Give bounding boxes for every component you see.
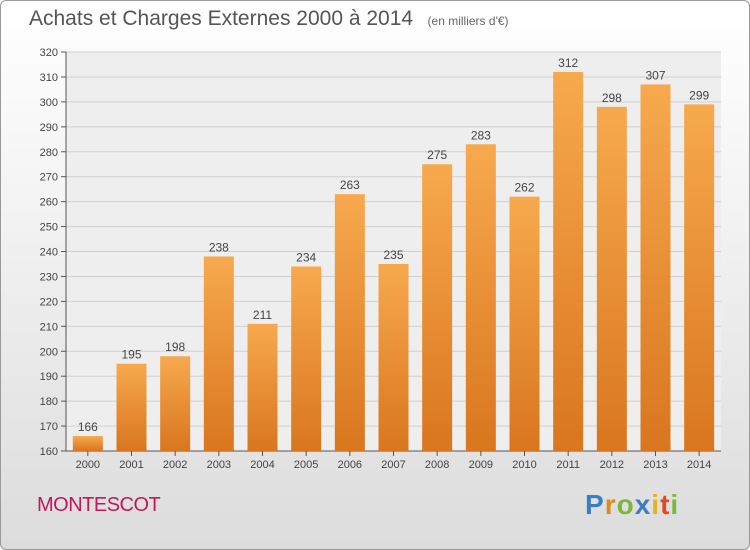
x-tick-label: 2007 xyxy=(381,459,405,471)
bar xyxy=(72,436,103,451)
bar xyxy=(334,194,365,452)
bar-value-label: 312 xyxy=(558,56,578,70)
logo-letter: x xyxy=(634,489,652,520)
title-unit: (en milliers d'€) xyxy=(427,14,509,28)
logo-letter: r xyxy=(604,489,617,520)
y-tick-label: 300 xyxy=(40,97,58,109)
bar-value-label: 195 xyxy=(121,348,141,362)
y-tick-label: 170 xyxy=(40,421,58,433)
bar xyxy=(553,71,584,451)
x-tick-label: 2000 xyxy=(76,459,100,471)
bar xyxy=(509,196,540,451)
x-tick-label: 2004 xyxy=(250,459,274,471)
logo-letter: t xyxy=(660,489,671,520)
city-name: MONTESCOT xyxy=(37,494,161,516)
x-tick-label: 2014 xyxy=(687,459,711,471)
y-tick-label: 220 xyxy=(40,296,58,308)
logo-letter: i xyxy=(670,489,680,520)
x-tick-label: 2010 xyxy=(512,459,536,471)
bar-value-label: 234 xyxy=(296,250,316,264)
bar-value-label: 283 xyxy=(471,128,491,142)
logo-letter: i xyxy=(651,489,661,520)
bar-value-label: 307 xyxy=(645,68,665,82)
y-tick-label: 260 xyxy=(40,197,58,209)
y-tick-label: 230 xyxy=(40,271,58,283)
title-main: Achats et Charges Externes 2000 à 2014 xyxy=(29,7,414,30)
x-tick-label: 2009 xyxy=(469,459,493,471)
bar xyxy=(684,104,715,452)
bar xyxy=(160,356,191,451)
bar-value-label: 299 xyxy=(689,88,709,102)
y-tick-label: 200 xyxy=(40,346,58,358)
y-tick-label: 250 xyxy=(40,222,58,234)
x-tick-label: 2003 xyxy=(207,459,231,471)
y-tick-label: 190 xyxy=(40,371,58,383)
bar xyxy=(291,266,322,451)
bar-value-label: 211 xyxy=(253,308,272,322)
x-tick-label: 2001 xyxy=(119,459,143,471)
logo-letter: P xyxy=(585,489,605,520)
y-tick-label: 280 xyxy=(40,147,58,159)
proxiti-logo: Proxiti xyxy=(585,489,679,521)
y-tick-label: 160 xyxy=(40,446,58,458)
bar-value-label: 263 xyxy=(340,178,360,192)
y-tick-label: 320 xyxy=(40,47,58,59)
chart-title: Achats et Charges Externes 2000 à 2014 (… xyxy=(29,7,509,31)
bar-value-label: 275 xyxy=(427,148,447,162)
x-tick-label: 2011 xyxy=(556,459,580,471)
bar-value-label: 298 xyxy=(602,91,622,105)
y-tick-label: 240 xyxy=(40,247,58,259)
bar-value-label: 238 xyxy=(209,240,229,254)
x-tick-label: 2008 xyxy=(425,459,449,471)
bar xyxy=(465,144,496,452)
x-tick-label: 2002 xyxy=(163,459,187,471)
bar-value-label: 198 xyxy=(165,340,185,354)
bar xyxy=(640,84,671,451)
bar xyxy=(247,323,278,451)
bar xyxy=(116,363,147,451)
bar-value-label: 166 xyxy=(78,420,98,434)
bar xyxy=(596,106,627,452)
bar xyxy=(378,263,409,451)
y-tick-label: 180 xyxy=(40,396,58,408)
bar-value-label: 235 xyxy=(383,248,403,262)
bar xyxy=(422,164,453,451)
x-tick-label: 2013 xyxy=(643,459,667,471)
bar xyxy=(203,256,234,451)
y-tick-label: 310 xyxy=(40,72,58,84)
y-tick-label: 210 xyxy=(40,321,58,333)
bar-value-label: 262 xyxy=(514,181,534,195)
y-tick-label: 270 xyxy=(40,172,58,184)
x-tick-label: 2012 xyxy=(600,459,624,471)
y-tick-label: 290 xyxy=(40,122,58,134)
x-tick-label: 2006 xyxy=(338,459,362,471)
logo-letter: o xyxy=(616,489,635,520)
x-tick-label: 2005 xyxy=(294,459,318,471)
